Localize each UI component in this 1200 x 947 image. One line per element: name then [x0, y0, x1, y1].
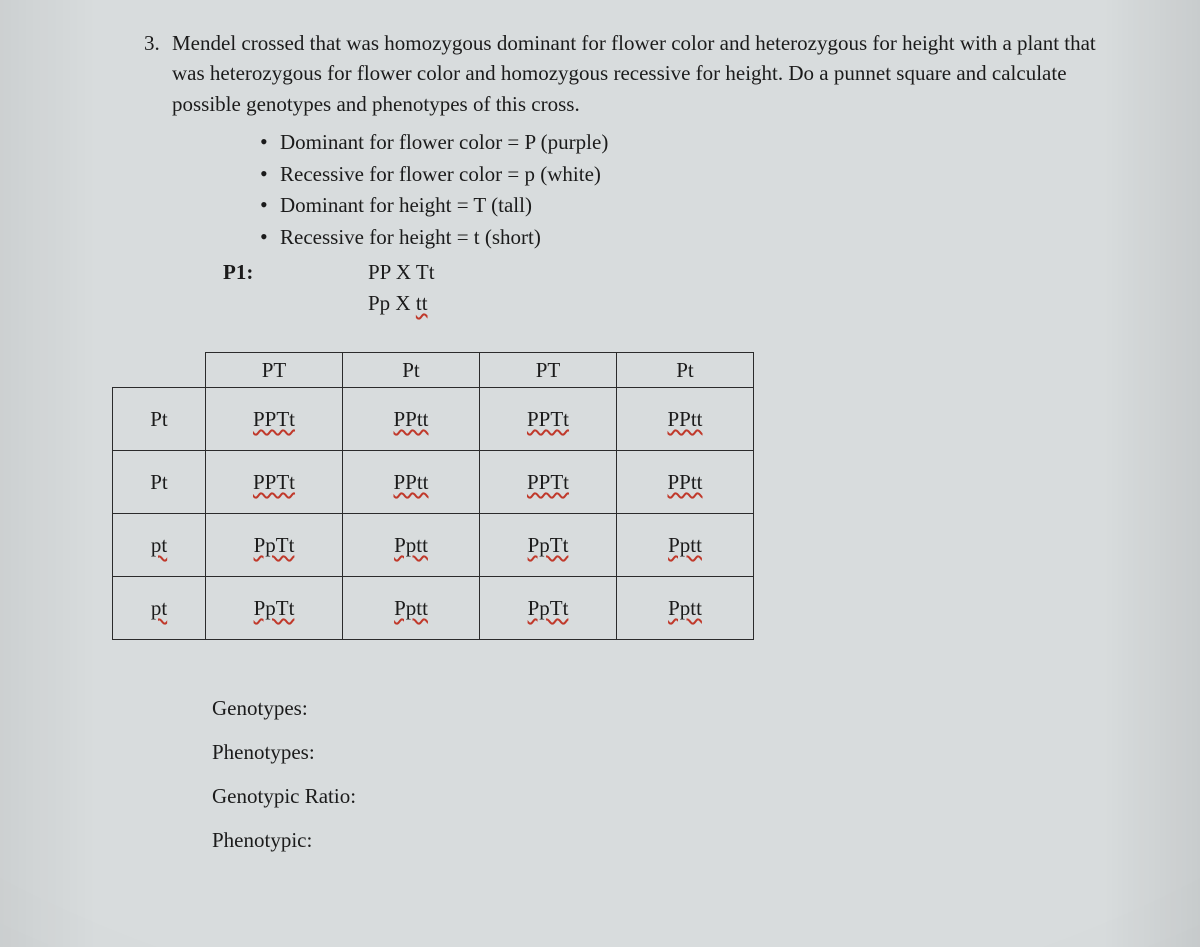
punnett-cell: Pptt — [617, 577, 754, 640]
question-block: 3. Mendel crossed that was homozygous do… — [150, 28, 1110, 119]
p1-label: P1: — [223, 257, 368, 287]
table-row: Pt PPTt PPtt PPTt PPtt — [113, 388, 754, 451]
parental-cross-line2: Pp X tt — [368, 288, 1110, 318]
allele-key-list: Dominant for flower color = P (purple) R… — [260, 127, 1110, 253]
parental-cross: P1:PP X Tt — [150, 257, 1110, 287]
answer-prompts: Genotypes: Phenotypes: Genotypic Ratio: … — [212, 686, 1110, 862]
col-header: PT — [480, 353, 617, 388]
punnett-cell: Pptt — [343, 577, 480, 640]
punnett-cell: PPTt — [206, 388, 343, 451]
col-header: Pt — [617, 353, 754, 388]
row-header: pt — [113, 577, 206, 640]
punnett-corner — [113, 353, 206, 388]
table-row: Pt PPTt PPtt PPTt PPtt — [113, 451, 754, 514]
list-item: Recessive for height = t (short) — [260, 222, 1110, 254]
question-text: Mendel crossed that was homozygous domin… — [172, 31, 1096, 116]
genotypes-label: Genotypes: — [212, 686, 1110, 730]
row-header: Pt — [113, 451, 206, 514]
punnett-cell: PpTt — [206, 514, 343, 577]
worksheet-page: 3. Mendel crossed that was homozygous do… — [0, 0, 1200, 863]
punnett-cell: PPTt — [206, 451, 343, 514]
col-header: PT — [206, 353, 343, 388]
punnett-cell: Pptt — [343, 514, 480, 577]
punnett-cell: PpTt — [480, 577, 617, 640]
p1-line2-tt: tt — [416, 291, 428, 315]
punnett-cell: PpTt — [206, 577, 343, 640]
punnett-cell: PpTt — [480, 514, 617, 577]
punnett-cell: PPtt — [343, 451, 480, 514]
list-item: Dominant for height = T (tall) — [260, 190, 1110, 222]
genotypic-ratio-label: Genotypic Ratio: — [212, 774, 1110, 818]
punnett-cell: PPtt — [617, 451, 754, 514]
list-item: Recessive for flower color = p (white) — [260, 159, 1110, 191]
punnett-cell: PPtt — [343, 388, 480, 451]
punnett-cell: Pptt — [617, 514, 754, 577]
row-header: pt — [113, 514, 206, 577]
phenotypic-label: Phenotypic: — [212, 818, 1110, 862]
table-row: pt PpTt Pptt PpTt Pptt — [113, 577, 754, 640]
table-row: pt PpTt Pptt PpTt Pptt — [113, 514, 754, 577]
punnett-cell: PPtt — [617, 388, 754, 451]
col-header: Pt — [343, 353, 480, 388]
phenotypes-label: Phenotypes: — [212, 730, 1110, 774]
row-header: Pt — [113, 388, 206, 451]
punnett-cell: PPTt — [480, 451, 617, 514]
punnett-cell: PPTt — [480, 388, 617, 451]
p1-line1: PP X Tt — [368, 260, 435, 284]
question-number: 3. — [144, 28, 160, 58]
punnett-square: PT Pt PT Pt Pt PPTt PPtt PPTt PPtt Pt PP… — [112, 352, 754, 640]
list-item: Dominant for flower color = P (purple) — [260, 127, 1110, 159]
